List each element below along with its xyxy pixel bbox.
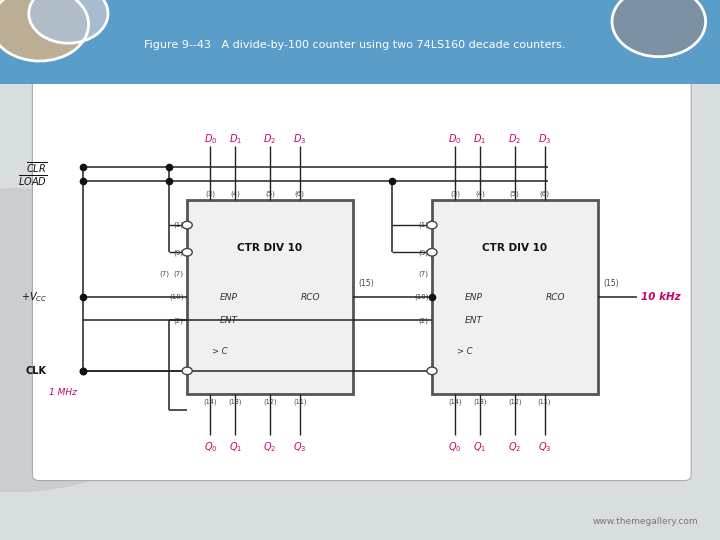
Text: (11): (11) [538, 399, 552, 405]
Text: $Q_1$: $Q_1$ [473, 440, 487, 454]
Text: $\overline{CLR}$: $\overline{CLR}$ [26, 160, 47, 175]
Circle shape [29, 0, 108, 43]
Circle shape [182, 221, 192, 229]
Text: (3): (3) [205, 191, 215, 197]
Circle shape [0, 0, 89, 61]
Text: (14): (14) [449, 399, 462, 405]
Circle shape [427, 248, 437, 256]
Circle shape [0, 189, 216, 491]
Text: (6): (6) [294, 191, 305, 197]
Text: (2): (2) [174, 317, 184, 323]
FancyBboxPatch shape [187, 200, 353, 394]
Text: (10): (10) [414, 294, 428, 300]
Text: (3): (3) [450, 191, 460, 197]
Text: (4): (4) [475, 191, 485, 197]
Text: (2): (2) [418, 317, 428, 323]
Text: $Q_2$: $Q_2$ [264, 440, 276, 454]
Text: (4): (4) [230, 191, 240, 197]
Text: (5): (5) [510, 191, 520, 197]
Text: $D_3$: $D_3$ [293, 132, 307, 146]
Text: $Q_3$: $Q_3$ [538, 440, 552, 454]
Text: $+V_{CC}$: $+V_{CC}$ [20, 290, 47, 304]
Text: (1): (1) [174, 222, 184, 228]
Text: (13): (13) [228, 399, 242, 405]
Text: $Q_0$: $Q_0$ [449, 440, 462, 454]
Text: (12): (12) [508, 399, 521, 405]
FancyBboxPatch shape [432, 200, 598, 394]
Text: (13): (13) [473, 399, 487, 405]
Text: RCO: RCO [301, 293, 320, 301]
Text: ENP: ENP [220, 293, 238, 301]
Text: (15): (15) [603, 279, 619, 288]
Text: $D_3$: $D_3$ [538, 132, 552, 146]
Text: $Q_2$: $Q_2$ [508, 440, 521, 454]
Text: $\overline{LOAD}$: $\overline{LOAD}$ [17, 173, 47, 188]
Text: $D_1$: $D_1$ [474, 132, 487, 146]
Circle shape [427, 367, 437, 375]
Text: (9): (9) [418, 249, 428, 255]
Text: www.themegallery.com: www.themegallery.com [593, 517, 698, 526]
Text: (9): (9) [174, 249, 184, 255]
Text: (11): (11) [293, 399, 307, 405]
Text: ENP: ENP [464, 293, 482, 301]
Text: ENT: ENT [464, 316, 482, 325]
Text: $D_1$: $D_1$ [229, 132, 242, 146]
Text: $D_0$: $D_0$ [204, 132, 217, 146]
Text: CTR DIV 10: CTR DIV 10 [238, 244, 302, 253]
Text: (14): (14) [204, 399, 217, 405]
Text: > C: > C [212, 347, 228, 356]
Text: $Q_1$: $Q_1$ [228, 440, 242, 454]
Text: CLK: CLK [26, 366, 47, 376]
Text: (5): (5) [265, 191, 275, 197]
Text: > C: > C [457, 347, 473, 356]
Text: (1): (1) [418, 222, 428, 228]
Text: $Q_3$: $Q_3$ [293, 440, 307, 454]
Circle shape [427, 221, 437, 229]
Circle shape [612, 0, 706, 57]
FancyBboxPatch shape [32, 70, 691, 481]
Text: ENT: ENT [220, 316, 238, 325]
Text: (7): (7) [418, 271, 428, 277]
Text: $Q_0$: $Q_0$ [204, 440, 217, 454]
FancyBboxPatch shape [0, 0, 720, 84]
Text: (7): (7) [159, 271, 169, 277]
Circle shape [182, 367, 192, 375]
Text: (6): (6) [539, 191, 549, 197]
Text: $D_2$: $D_2$ [264, 132, 276, 146]
Text: $D_2$: $D_2$ [508, 132, 521, 146]
Text: 1 MHz: 1 MHz [49, 388, 77, 397]
Text: (12): (12) [264, 399, 276, 405]
Text: Figure 9--43   A divide-by-100 counter using two 74LS160 decade counters.: Figure 9--43 A divide-by-100 counter usi… [144, 39, 565, 50]
Text: (15): (15) [359, 279, 374, 288]
Text: (10): (10) [169, 294, 184, 300]
Text: (7): (7) [174, 271, 184, 277]
Circle shape [182, 248, 192, 256]
Text: $D_0$: $D_0$ [449, 132, 462, 146]
Text: 10 kHz: 10 kHz [641, 292, 680, 302]
Text: RCO: RCO [546, 293, 565, 301]
Text: CTR DIV 10: CTR DIV 10 [482, 244, 547, 253]
